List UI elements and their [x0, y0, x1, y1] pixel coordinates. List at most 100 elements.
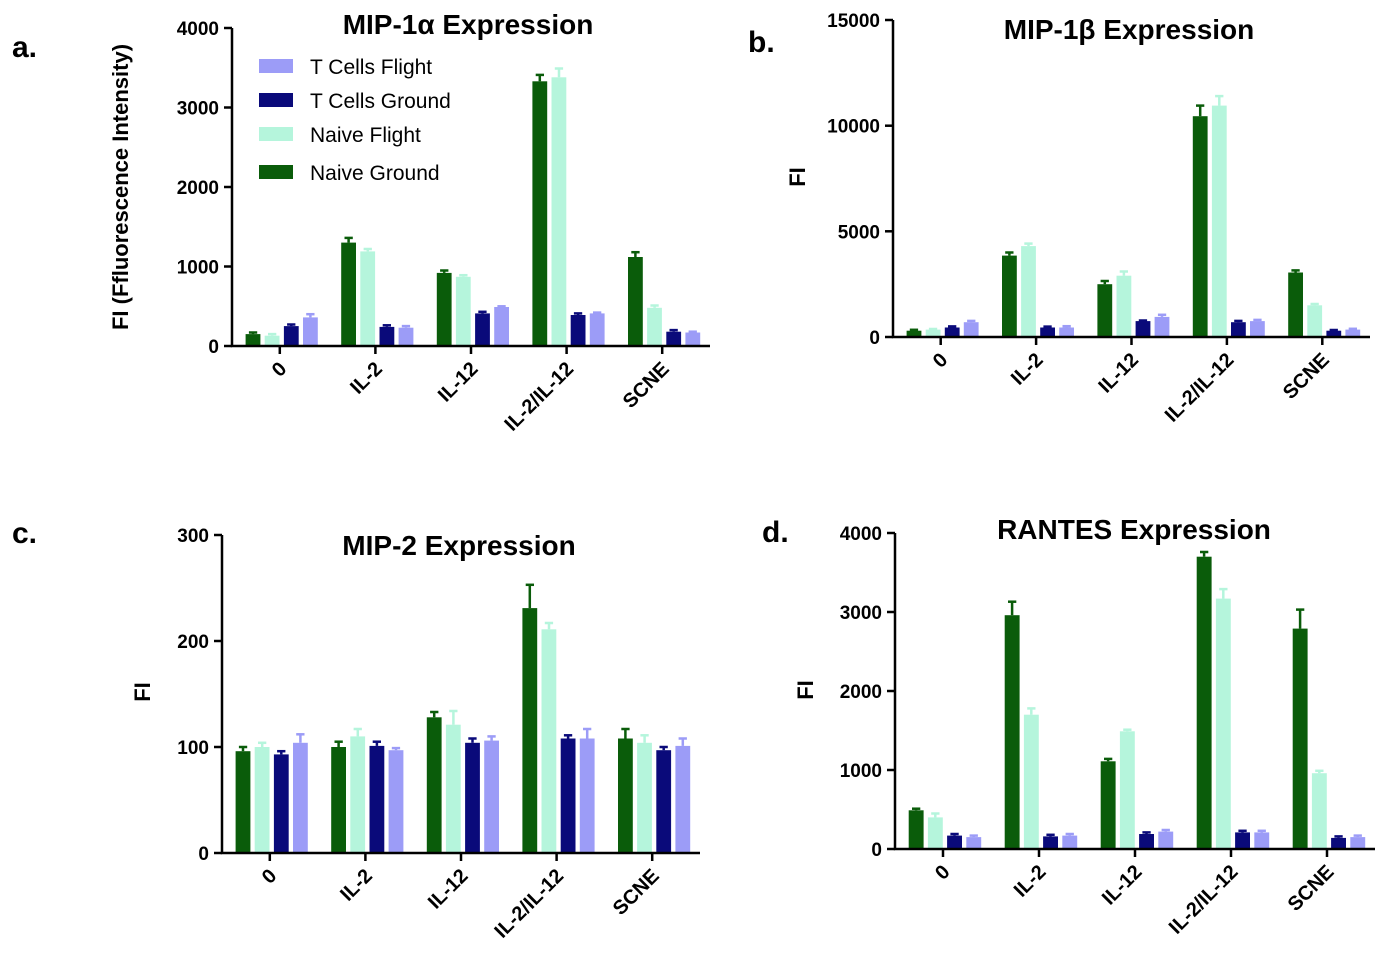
axes	[220, 535, 700, 855]
chart-title: MIP-1β Expression	[1004, 14, 1255, 45]
axes	[891, 20, 1370, 339]
bar-nf	[1307, 305, 1323, 337]
panel-letter: b.	[748, 26, 775, 59]
bar-tcg	[666, 331, 682, 346]
y-tick-label: 1000	[840, 761, 882, 782]
y-tick-label: 3000	[840, 603, 882, 624]
bar-nf	[551, 77, 567, 347]
bar-nf	[1021, 246, 1036, 337]
bar-tcg	[1231, 322, 1246, 337]
bar-ng	[908, 810, 924, 849]
chart-title: MIP-2 Expression	[342, 530, 575, 561]
bar-ng	[1004, 615, 1020, 849]
bar-tcg	[947, 835, 962, 849]
y-tick-label: 2000	[840, 682, 882, 703]
bar-nf	[637, 742, 652, 853]
bar-marks	[908, 550, 1366, 849]
panel-letter: d.	[762, 516, 789, 549]
panel-letter: c.	[12, 517, 37, 550]
bar-ng	[1097, 284, 1113, 337]
y-ticks: 0 5000 10000 15000	[827, 11, 893, 349]
bar-tcf	[589, 313, 605, 346]
bar-tcf	[966, 837, 982, 849]
legend-swatch	[259, 59, 293, 73]
bar-ng	[1288, 272, 1303, 337]
bar-tcg	[283, 326, 299, 346]
bar-tcg	[656, 750, 672, 853]
legend: T Cells Flight T Cells Ground Naive Flight…	[259, 56, 451, 185]
bar-tcf	[685, 332, 701, 346]
y-ticks: 0 1000 2000 3000 4000	[840, 524, 895, 861]
legend-label: Naive Flight	[310, 124, 421, 147]
y-axis-label: FI (Ffluorescence Intensity)	[108, 44, 133, 330]
bar-nf	[350, 736, 366, 853]
bar-tcg	[1331, 837, 1346, 849]
y-tick-label: 200	[177, 632, 209, 653]
bar-ng	[331, 747, 346, 853]
bar-tcg	[1326, 330, 1342, 337]
bar-marks	[235, 583, 691, 853]
legend-label: Naive Ground	[310, 162, 440, 185]
bar-tcf	[1250, 321, 1265, 337]
bar-tcf	[1350, 837, 1366, 849]
bar-tcf	[1158, 831, 1174, 849]
bar-nf	[254, 747, 270, 853]
bar-nf	[455, 276, 471, 346]
y-ticks: 0 1000 2000 3000 4000	[177, 19, 232, 358]
y-tick-label: 15000	[827, 11, 880, 32]
bar-tcf	[484, 740, 499, 853]
y-tick-label: 10000	[827, 117, 880, 138]
bar-nf	[360, 251, 376, 346]
bar-ng	[235, 751, 251, 853]
bar-tcg	[560, 738, 576, 853]
y-tick-label: 0	[871, 840, 882, 861]
bar-tcg	[570, 315, 586, 346]
bar-nf	[264, 335, 280, 346]
bar-ng	[1002, 255, 1017, 337]
bar-tcg	[1135, 321, 1151, 337]
bar-tcf	[1254, 832, 1270, 849]
y-tick-label: 2000	[177, 178, 219, 199]
y-axis-label: FI	[130, 682, 155, 702]
bar-tcf	[388, 750, 404, 853]
legend-swatch	[259, 127, 293, 141]
y-tick-label: 5000	[838, 222, 880, 243]
y-ticks: 0 100 200 300	[177, 526, 222, 865]
bar-tcf	[398, 327, 414, 346]
bar-ng	[1292, 628, 1308, 849]
bar-tcf	[1345, 329, 1361, 337]
y-tick-label: 3000	[177, 99, 219, 120]
legend-swatch	[259, 165, 293, 179]
bar-nf	[925, 329, 941, 337]
axes	[893, 533, 1375, 851]
bar-tcg	[273, 754, 289, 853]
bar-ng	[906, 330, 922, 337]
y-tick-label: 0	[198, 844, 209, 865]
bar-tcf	[494, 307, 509, 346]
bar-nf	[541, 629, 557, 853]
bar-tcg	[465, 742, 480, 853]
y-axis-label: FI	[785, 167, 810, 187]
bar-tcg	[1235, 832, 1250, 849]
bar-ng	[1196, 556, 1212, 849]
bar-ng	[341, 242, 356, 346]
legend-label: T Cells Ground	[310, 90, 451, 113]
bar-tcg	[1043, 836, 1058, 849]
bar-ng	[1192, 116, 1208, 337]
y-tick-label: 300	[177, 526, 209, 547]
axes	[230, 28, 710, 348]
bar-tcf	[1154, 316, 1170, 337]
bar-nf	[1119, 731, 1135, 849]
bar-nf	[647, 307, 662, 346]
bar-tcf	[303, 317, 318, 346]
bar-ng	[1100, 761, 1116, 849]
bar-nf	[927, 817, 943, 849]
bar-ng	[522, 608, 538, 853]
chart-title: RANTES Expression	[997, 514, 1271, 545]
bar-nf	[1211, 105, 1227, 337]
bar-tcf	[1062, 835, 1078, 849]
y-axis-label: FI	[793, 680, 818, 700]
bar-tcg	[379, 326, 395, 346]
y-tick-label: 4000	[177, 19, 219, 40]
